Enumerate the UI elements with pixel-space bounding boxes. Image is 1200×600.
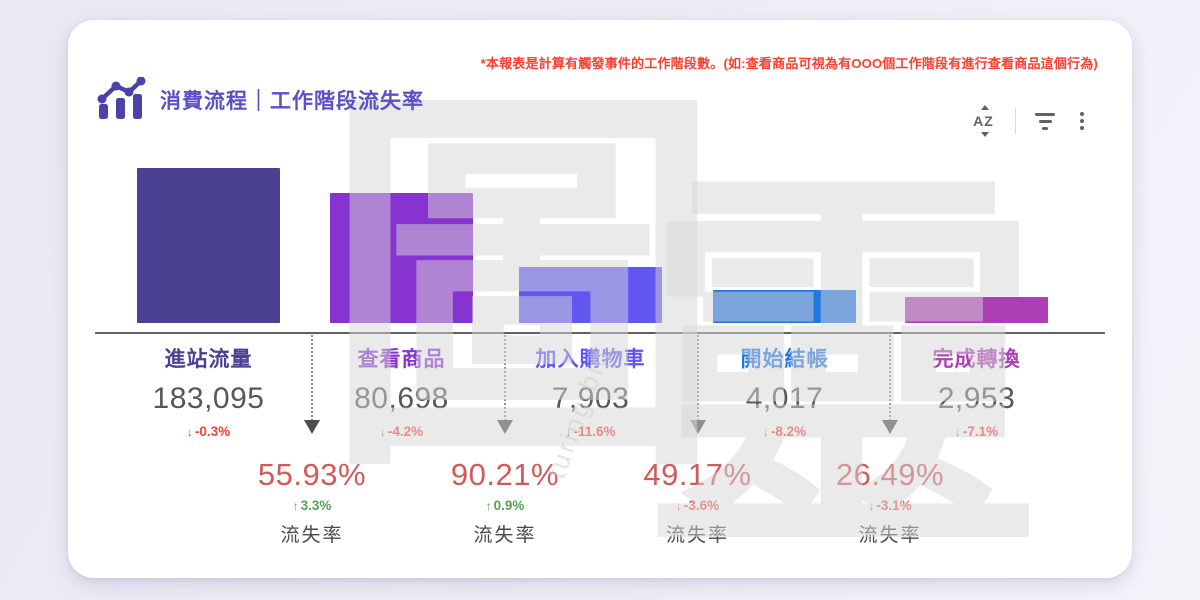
churn-change: ↑ 0.9%	[485, 498, 525, 513]
churn-change: ↑ 3.3%	[292, 498, 332, 513]
more-options-icon[interactable]	[1074, 110, 1090, 132]
churn-column-4: 26.49% ↓ -3.1% 流失率	[800, 457, 980, 547]
sort-caret-up-icon	[981, 105, 989, 110]
sort-caret-down-icon	[981, 132, 989, 137]
separator-arrow-icon	[304, 420, 320, 434]
stage-column-2: 查看商品 80,698 ↓ -4.2%	[317, 343, 487, 439]
stage-separator-line	[504, 335, 506, 421]
separator-arrow-icon	[689, 420, 706, 434]
report-note: *本報表是計算有觸發事件的工作階段數。(如:查看商品可視為有OOO個工作階段有進…	[480, 56, 1098, 71]
report-card: 圖 靈 turing big *本報表是計算有觸發事件的工作階段數。(如:查看商…	[68, 20, 1132, 578]
stage-column-3: 加入購物車 7,903 ↓ -11.6%	[506, 343, 676, 439]
sort-letter-a: A	[973, 113, 984, 129]
stage-value: 7,903	[551, 382, 630, 415]
stage-label: 進站流量	[164, 348, 253, 371]
churn-rate: 49.17%	[643, 457, 752, 492]
churn-label: 流失率	[473, 525, 537, 546]
stage-label: 查看商品	[357, 348, 446, 371]
churn-rate: 26.49%	[835, 457, 945, 492]
stage-change: ↓ -11.6%	[565, 424, 616, 439]
toolbar-divider	[1015, 108, 1016, 134]
chart-baseline	[95, 332, 1105, 334]
stage-separator-line	[311, 335, 313, 421]
churn-column-3: 49.17% ↓ -3.6% 流失率	[608, 457, 788, 547]
funnel-bar-4[interactable]	[713, 290, 856, 323]
page-title: 消費流程｜工作階段流失率	[160, 90, 424, 113]
churn-label: 流失率	[858, 525, 922, 546]
stage-change: ↓ -4.2%	[379, 424, 424, 439]
churn-rate: 90.21%	[450, 457, 560, 492]
arrow-down-icon: ↓	[565, 425, 572, 439]
filter-icon[interactable]	[1033, 111, 1057, 132]
stage-value: 183,095	[152, 382, 265, 415]
churn-column-2: 90.21% ↑ 0.9% 流失率	[415, 457, 595, 547]
churn-label: 流失率	[280, 525, 344, 546]
stage-change: ↓ -0.3%	[186, 424, 231, 439]
bar-chart-icon	[95, 77, 147, 123]
funnel-chart: 進站流量 183,095 ↓ -0.3% 查看商品 80,698 ↓ -4.2% 加入購物車 7,…	[68, 20, 1132, 578]
stage-change: ↓ -8.2%	[762, 424, 807, 439]
stage-label: 加入購物車	[535, 348, 646, 371]
stage-separator-line	[696, 335, 699, 421]
stage-value: 2,953	[937, 382, 1016, 415]
stage-label: 開始結帳	[740, 348, 829, 371]
stage-value: 4,017	[745, 382, 824, 415]
stage-change: ↓ -7.1%	[954, 424, 999, 439]
arrow-down-icon: ↓	[675, 499, 682, 513]
sort-az-icon[interactable]: A Z	[968, 105, 998, 137]
churn-label: 流失率	[665, 525, 729, 546]
arrow-up-icon: ↑	[485, 499, 492, 513]
stage-label: 完成轉換	[932, 348, 1021, 371]
churn-change: ↓ -3.6%	[675, 498, 720, 513]
separator-arrow-icon	[497, 420, 513, 434]
arrow-down-icon: ↓	[762, 425, 769, 439]
sort-letter-z: Z	[984, 113, 993, 129]
arrow-down-icon: ↓	[868, 499, 875, 513]
arrow-down-icon: ↓	[954, 425, 961, 439]
stage-column-5: 完成轉換 2,953 ↓ -7.1%	[892, 343, 1062, 439]
arrow-down-icon: ↓	[379, 425, 386, 439]
funnel-bar-1[interactable]	[137, 168, 280, 323]
arrow-up-icon: ↑	[292, 499, 299, 513]
toolbar: A Z	[968, 105, 1090, 137]
funnel-bar-3[interactable]	[519, 267, 662, 323]
churn-change: ↓ -3.1%	[868, 498, 912, 513]
stage-value: 80,698	[354, 382, 449, 415]
churn-column-1: 55.93% ↑ 3.3% 流失率	[222, 457, 402, 547]
arrow-down-icon: ↓	[186, 425, 193, 439]
stage-column-4: 開始結帳 4,017 ↓ -8.2%	[700, 343, 870, 439]
churn-rate: 55.93%	[257, 457, 367, 492]
separator-arrow-icon	[882, 420, 898, 434]
stage-column-1: 進站流量 183,095 ↓ -0.3%	[124, 343, 294, 439]
funnel-bar-2[interactable]	[330, 193, 473, 323]
report-header: 消費流程｜工作階段流失率	[95, 77, 424, 123]
stage-separator-line	[889, 335, 891, 421]
funnel-bar-5[interactable]	[905, 297, 1048, 323]
